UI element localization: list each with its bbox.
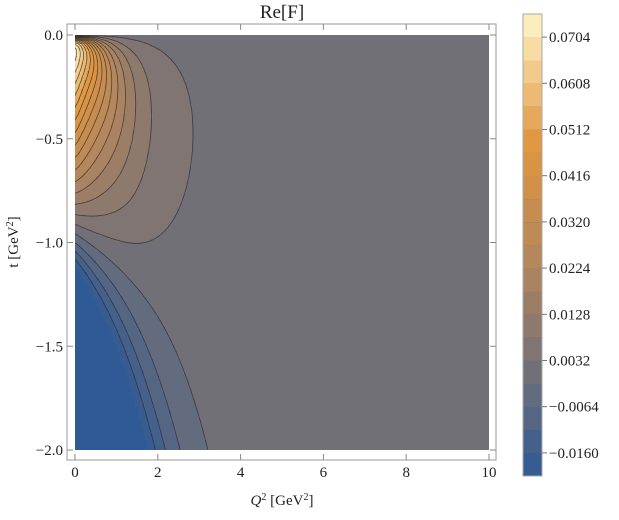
- plot-area: [75, 35, 490, 453]
- colorbar-band: [523, 430, 542, 453]
- colorbar-band: [523, 245, 542, 268]
- colorbar-tick-label: 0.0224: [549, 261, 591, 277]
- colorbar-band: [523, 314, 542, 337]
- colorbar-band: [523, 130, 542, 153]
- colorbar-band: [523, 83, 542, 106]
- colorbar-band: [523, 361, 542, 384]
- y-axis-label: t [GeV2]: [5, 216, 23, 267]
- colorbar-band: [523, 268, 542, 291]
- x-axis-label: Q2 [GeV2]: [251, 492, 314, 510]
- colorbar-band: [523, 37, 542, 60]
- colorbar-tick-label: 0.0032: [549, 354, 590, 370]
- colorbar-band: [523, 384, 542, 407]
- colorbar-band: [523, 106, 542, 129]
- colorbar-ticks: 0.0704 0.0608 0.0512 0.0416 0.0320 0.0224 0.01…: [542, 30, 599, 462]
- colorbar-tick-label: 0.0416: [549, 169, 591, 185]
- x-tick-label: 8: [402, 465, 410, 481]
- y-tick-label: −1.5: [36, 339, 63, 355]
- y-tick-label: −2.0: [36, 443, 63, 459]
- colorbar-band: [523, 153, 542, 176]
- colorbar-band: [523, 222, 542, 245]
- contour-fill: [75, 35, 490, 453]
- colorbar-band: [523, 453, 542, 476]
- colorbar-band: [523, 60, 542, 83]
- colorbar-band: [523, 407, 542, 430]
- colorbar-band: [523, 199, 542, 222]
- colorbar-band: [523, 337, 542, 360]
- colorbar-band: [523, 291, 542, 314]
- colorbar-band: [523, 176, 542, 199]
- y-tick-label: 0.0: [44, 28, 63, 44]
- colorbar-tick-label: 0.0704: [549, 30, 591, 46]
- colorbar-tick-label: 0.0128: [549, 307, 590, 323]
- y-tick-label: −1.0: [36, 236, 63, 252]
- colorbar: [523, 14, 542, 476]
- colorbar-tick-label: 0.0608: [549, 76, 590, 92]
- x-tick-label: 4: [237, 465, 245, 481]
- chart-title: Re[F]: [260, 2, 304, 23]
- colorbar-band: [523, 14, 542, 37]
- colorbar-tick-label: −0.0160: [549, 446, 599, 462]
- colorbar-tick-label: −0.0064: [549, 400, 599, 416]
- x-tick-label: 0: [71, 465, 79, 481]
- x-tick-label: 6: [320, 465, 328, 481]
- x-tick-label: 2: [154, 465, 162, 481]
- y-tick-label: −0.5: [36, 132, 63, 148]
- colorbar-tick-label: 0.0512: [549, 123, 590, 139]
- x-tick-label: 10: [482, 465, 497, 481]
- colorbar-tick-label: 0.0320: [549, 215, 590, 231]
